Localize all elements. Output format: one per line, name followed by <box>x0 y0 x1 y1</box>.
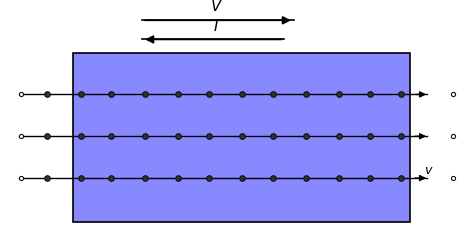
Text: V: V <box>210 0 221 14</box>
Text: I: I <box>213 19 218 34</box>
Bar <box>73 53 410 222</box>
Text: v: v <box>424 164 432 177</box>
